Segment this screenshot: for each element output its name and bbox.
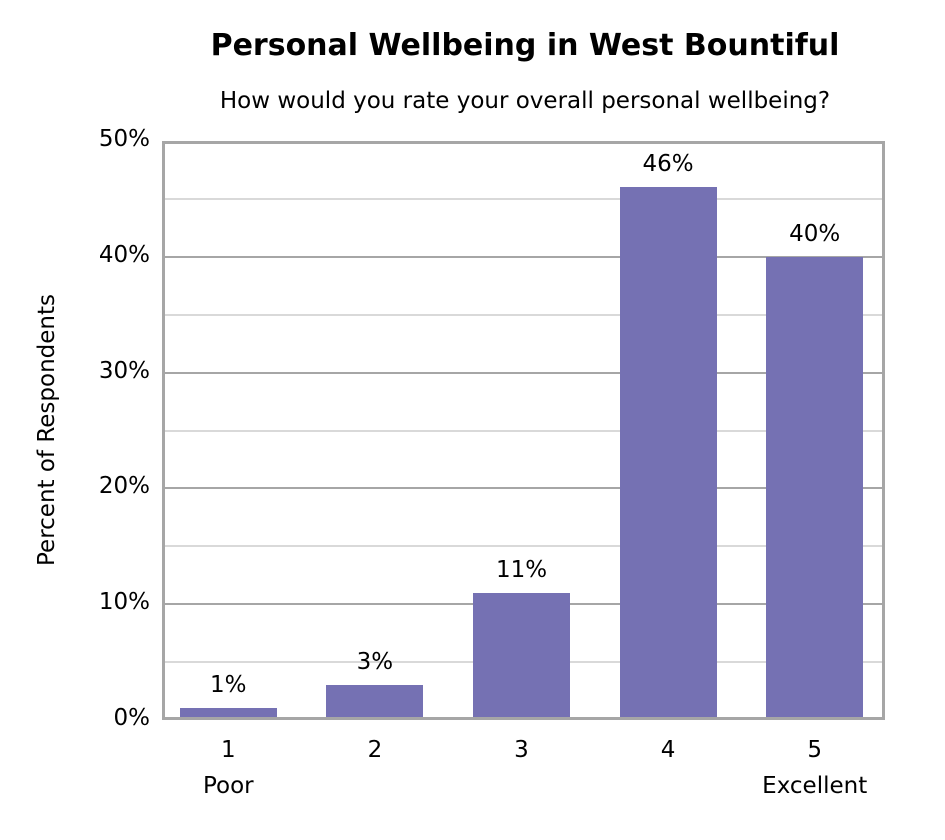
gridline (162, 487, 885, 490)
bar-value-label: 1% (210, 672, 247, 699)
x-tick-label: 4 (660, 737, 676, 763)
y-tick-label: 10% (98, 589, 150, 616)
gridline (162, 429, 885, 432)
y-tick-label: 40% (98, 241, 150, 268)
bar-value-label: 46% (642, 151, 694, 178)
y-tick-label: 50% (98, 126, 150, 152)
x-tick-label: 3 (514, 737, 529, 763)
bar-value-label: 40% (789, 220, 841, 247)
bar (766, 256, 864, 720)
gridline (162, 255, 885, 258)
y-tick-label: 30% (98, 357, 150, 384)
x-tick-label: 2 (367, 737, 383, 763)
chart-title: Personal Wellbeing in West Bountiful (210, 28, 840, 63)
x-tick-sublabel: Poor (202, 773, 254, 799)
y-tick-label: 20% (98, 473, 150, 500)
plot-area: 1% 3% 11% 46% 40% (162, 141, 885, 720)
y-axis-label: Percent of Respondents (34, 294, 60, 566)
gridline (162, 545, 885, 548)
x-tick-label: 5 (807, 737, 822, 763)
bar (473, 592, 570, 720)
gridline (162, 313, 885, 316)
chart-subtitle: How would you rate your overall personal… (219, 88, 831, 114)
gridline (162, 197, 885, 200)
bar-value-label: 3% (356, 649, 394, 676)
bar (326, 685, 424, 720)
y-tick-label: 0% (113, 705, 151, 731)
bar (179, 708, 277, 720)
bar (619, 187, 717, 720)
x-tick-sublabel: Excellent (762, 773, 868, 799)
x-tick-label: 1 (220, 737, 236, 763)
gridline (162, 371, 885, 374)
bar-value-label: 11% (495, 556, 548, 583)
